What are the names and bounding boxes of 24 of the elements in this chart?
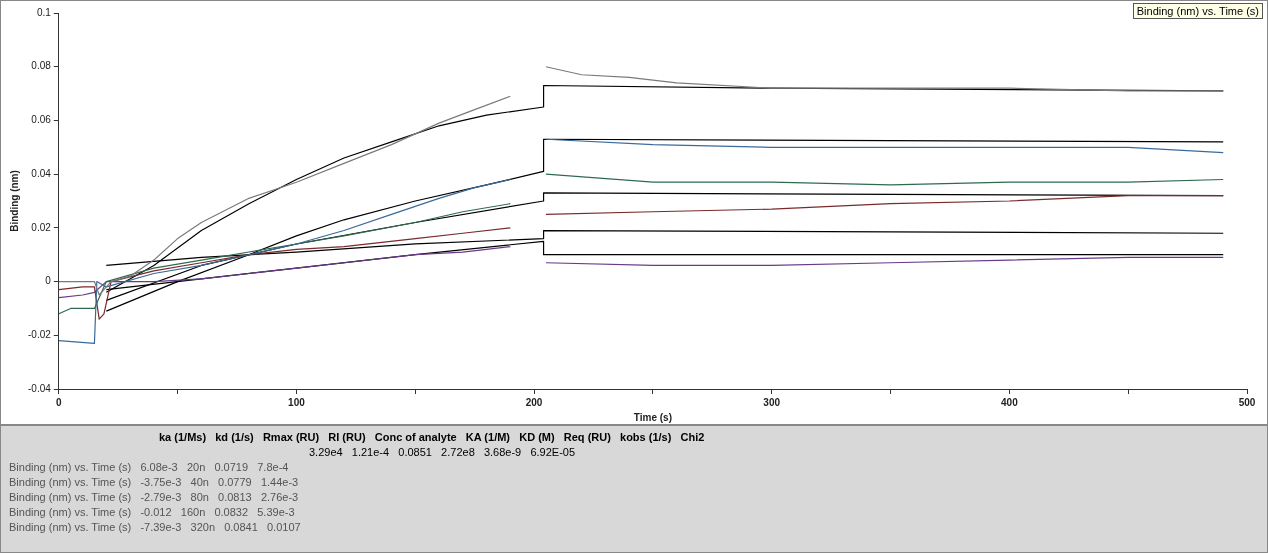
- y-tick-label: 0.04: [31, 167, 52, 179]
- x-tick-label: 500: [1238, 396, 1256, 408]
- text: Binding (nm) vs. Time (s) -0.012 160n 0.0832 5.39e-3: [9, 505, 296, 520]
- text: ka (1/Ms) kd (1/s) Rmax (RU) RI (RU) Conc of analyte KA (1/M) KD (M) Req (RU) kobs (1/s) Chi2: [158, 430, 706, 445]
- text: Binding (nm) vs. Time (s) -3.75e-3 40n 0.0779 1.44e-3: [9, 475, 300, 490]
- y-tick-label: -0.04: [28, 382, 52, 394]
- x-tick-label: 400: [1001, 396, 1019, 408]
- y-tick-label: 0.02: [31, 221, 52, 233]
- y-tick-label: 0: [45, 275, 52, 287]
- text: Binding (nm) vs. Time (s) -7.39e-3 320n 0.0841 0.0107: [9, 520, 302, 535]
- x-axis-title: Time (s): [633, 411, 672, 423]
- x-tick-label: 100: [288, 396, 306, 408]
- y-tick-label: -0.02: [28, 329, 52, 341]
- y-tick-label: 0.08: [31, 60, 52, 72]
- x-tick-label: 300: [763, 396, 781, 408]
- annotation: Binding (nm) vs. Time (s): [1132, 3, 1263, 19]
- x-tick-label: 0: [56, 396, 63, 408]
- y-tick-label: 0.1: [36, 6, 52, 18]
- text: 3.29e4 1.21e-4 0.0851 2.72e8 3.68e-9 6.92E-05: [308, 445, 577, 460]
- x-tick-label: 200: [525, 396, 543, 408]
- text: Binding (nm) vs. Time (s) -2.79e-3 80n 0.0813 2.76e-3: [9, 490, 300, 505]
- y-tick-label: 0.06: [31, 114, 52, 126]
- text: Binding (nm) vs. Time (s) 6.08e-3 20n 0.0719 7.8e-4: [9, 460, 290, 475]
- y-axis-title: Binding (nm): [8, 170, 20, 232]
